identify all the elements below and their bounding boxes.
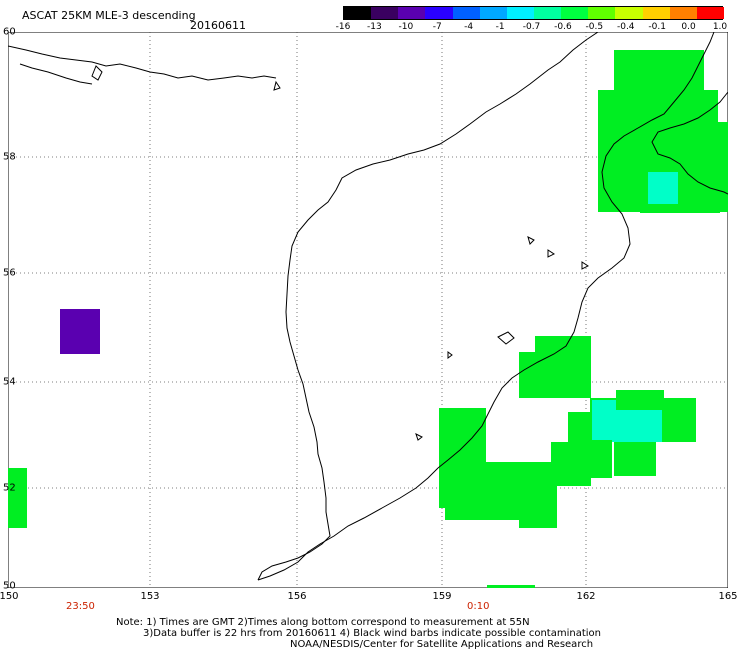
footnote-line-2: 3)Data buffer is 22 hrs from 20160611 4)… (143, 628, 601, 639)
lat-tick-54: 54 (3, 376, 16, 388)
lat-tick-60: 60 (3, 26, 16, 38)
colorbar-label: -4 (464, 22, 474, 32)
mle-cell-cyan (648, 172, 678, 204)
colorbar-label: -0.1 (648, 22, 666, 32)
island (547, 249, 555, 258)
island (447, 351, 453, 359)
east-mainland-coast (651, 91, 728, 195)
colorbar-segment (642, 7, 671, 19)
colorbar-label: -0.7 (522, 22, 541, 32)
mle-cell (519, 352, 591, 398)
mle-cell (519, 480, 557, 528)
colorbar-label: -13 (367, 22, 382, 32)
colorbar-label: -7 (432, 22, 442, 32)
mle-cell (614, 50, 704, 90)
mle-cell (640, 207, 720, 213)
colorbar-label: -0.5 (585, 22, 604, 32)
time-label-east: 0:10 (467, 601, 490, 612)
okhotsk-north-coast (8, 45, 277, 81)
colorbar-segment (669, 7, 698, 19)
colorbar-segment (371, 7, 399, 19)
mle-cell-west (8, 468, 27, 528)
footnote-line-3: NOAA/NESDIS/Center for Satellite Applica… (290, 639, 594, 650)
kamchatka-west-coast (257, 32, 599, 581)
graticule (8, 32, 728, 588)
colorbar-label: -16 (335, 22, 351, 32)
mle-cell-purple (60, 309, 100, 354)
time-label-west: 23:50 (66, 601, 95, 612)
lon-tick-162: 162 (576, 591, 596, 602)
colorbar-segment (425, 7, 454, 19)
mle-cell (487, 585, 535, 588)
mle-cell (588, 440, 612, 478)
map-panel (8, 32, 728, 588)
mle-cell (614, 442, 656, 476)
colorbar-label: -0.6 (554, 22, 572, 32)
colorbar-label: -1 (495, 22, 505, 32)
footnote-line-1: Note: 1) Times are GMT 2)Times along bot… (116, 617, 530, 628)
colorbar-label: 1.0 (712, 22, 728, 32)
lon-tick-159: 159 (432, 591, 452, 602)
colorbar-segment (506, 7, 535, 19)
colorbar-segment (534, 7, 562, 19)
lon-tick-156: 156 (287, 591, 307, 602)
colorbar-segment (615, 7, 644, 19)
colorbar-label: -10 (398, 22, 414, 32)
lon-tick-153: 153 (140, 591, 160, 602)
colorbar-segment (344, 7, 372, 19)
map-title: ASCAT 25KM MLE-3 descending (22, 9, 196, 22)
okhotsk-inlet (19, 63, 93, 85)
colorbar-segment (696, 7, 725, 19)
colorbar-segment (561, 7, 589, 19)
lat-tick-52: 52 (3, 482, 16, 494)
lat-tick-56: 56 (3, 267, 16, 279)
mle-swaths (8, 50, 728, 588)
colorbar-segment (398, 7, 426, 19)
island (527, 236, 535, 245)
island (581, 261, 589, 270)
island (497, 331, 515, 345)
lat-tick-58: 58 (3, 151, 16, 163)
map-date: 20160611 (190, 19, 246, 32)
mle-cell (535, 336, 591, 354)
colorbar (343, 6, 725, 20)
lat-tick-50: 50 (3, 580, 16, 592)
colorbar-label: -0.4 (616, 22, 635, 32)
colorbar-segment (588, 7, 616, 19)
lon-tick-165: 165 (718, 591, 738, 602)
lon-tick-150: 150 (0, 591, 19, 602)
okhotsk-islet (273, 80, 281, 91)
colorbar-segment (479, 7, 508, 19)
mle-cell (616, 390, 664, 410)
coastlines (8, 32, 728, 581)
kamchatka-east-coast (257, 32, 715, 581)
colorbar-segment (452, 7, 481, 19)
okhotsk-island (91, 65, 103, 81)
colorbar-label: 0.0 (681, 22, 696, 32)
island (415, 433, 423, 441)
